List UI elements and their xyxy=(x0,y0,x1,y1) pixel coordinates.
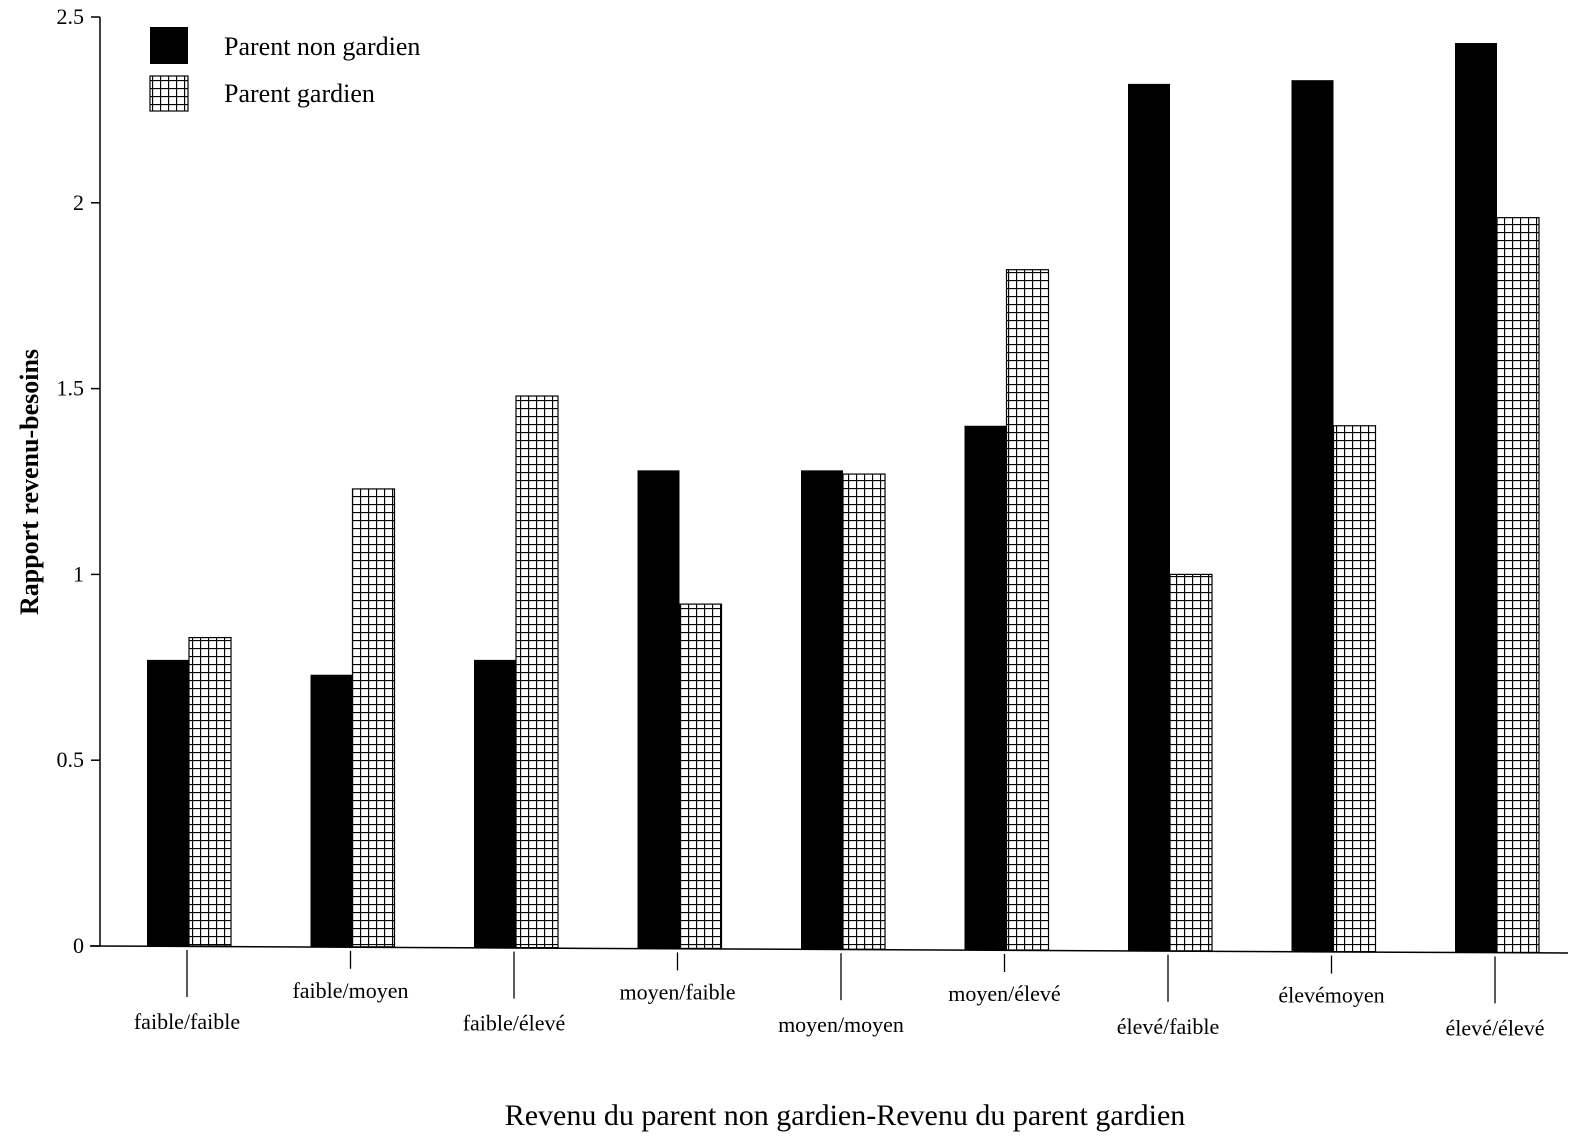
bar-parent-gardien xyxy=(188,636,232,947)
bar-parent-gardien xyxy=(678,603,723,949)
x-axis-line xyxy=(89,945,1569,954)
bar-parent-gardien xyxy=(1332,425,1377,953)
bars xyxy=(147,43,1540,954)
x-tick-label: faible/élevé xyxy=(463,1011,566,1036)
bar-parent-non-gardien xyxy=(801,470,843,950)
y-tick-label: 1.5 xyxy=(57,376,85,401)
bar-parent-gardien xyxy=(1496,217,1540,954)
bar-parent-non-gardien xyxy=(1455,43,1497,953)
bar-parent-gardien xyxy=(351,488,396,948)
x-tick-label: faible/moyen xyxy=(292,978,408,1003)
bar-parent-non-gardien xyxy=(637,470,680,949)
bar-parent-gardien xyxy=(842,473,886,950)
y-tick-label: 0.5 xyxy=(57,747,85,772)
legend-label-parent-non-gardien: Parent non gardien xyxy=(224,32,420,61)
legend: Parent non gardien Parent gardien xyxy=(149,27,420,112)
x-tick-label: moyen/faible xyxy=(619,979,735,1004)
x-tick-label: élevé/élevé xyxy=(1446,1015,1545,1040)
x-tick-label: élevé/faible xyxy=(1117,1014,1220,1039)
bar-parent-non-gardien xyxy=(147,659,189,946)
x-tick-label: moyen/moyen xyxy=(778,1012,904,1037)
bar-parent-non-gardien xyxy=(1291,80,1334,952)
bar-parent-non-gardien xyxy=(964,425,1007,950)
bar-parent-gardien xyxy=(1169,573,1213,952)
bar-parent-gardien xyxy=(1005,269,1050,951)
y-tick-label: 1 xyxy=(73,561,84,586)
bar-parent-non-gardien xyxy=(310,674,353,947)
x-tick-labels: faible/faible faible/moyen faible/élevé moy… xyxy=(134,950,1545,1040)
legend-swatch-parent-gardien xyxy=(149,75,189,112)
y-tick-label: 2.5 xyxy=(57,4,85,29)
x-axis-label: Revenu du parent non gardien-Revenu du p… xyxy=(505,1099,1186,1132)
legend-label-parent-gardien: Parent gardien xyxy=(224,79,375,108)
x-tick-label: élevémoyen xyxy=(1278,983,1384,1008)
y-axis-label: Rapport revenu-besoins xyxy=(15,349,44,615)
bar-parent-gardien xyxy=(515,395,559,949)
legend-swatch-parent-non-gardien xyxy=(150,27,188,64)
bar-parent-non-gardien xyxy=(1128,83,1170,951)
bar-parent-non-gardien xyxy=(474,659,516,948)
x-tick-label: faible/faible xyxy=(134,1009,240,1034)
axes: 0 0.5 1 1.5 2 2.5 xyxy=(57,4,1569,958)
y-tick-label: 0 xyxy=(73,933,84,958)
y-tick-label: 2 xyxy=(73,190,84,215)
x-tick-label: moyen/élevé xyxy=(948,981,1060,1006)
